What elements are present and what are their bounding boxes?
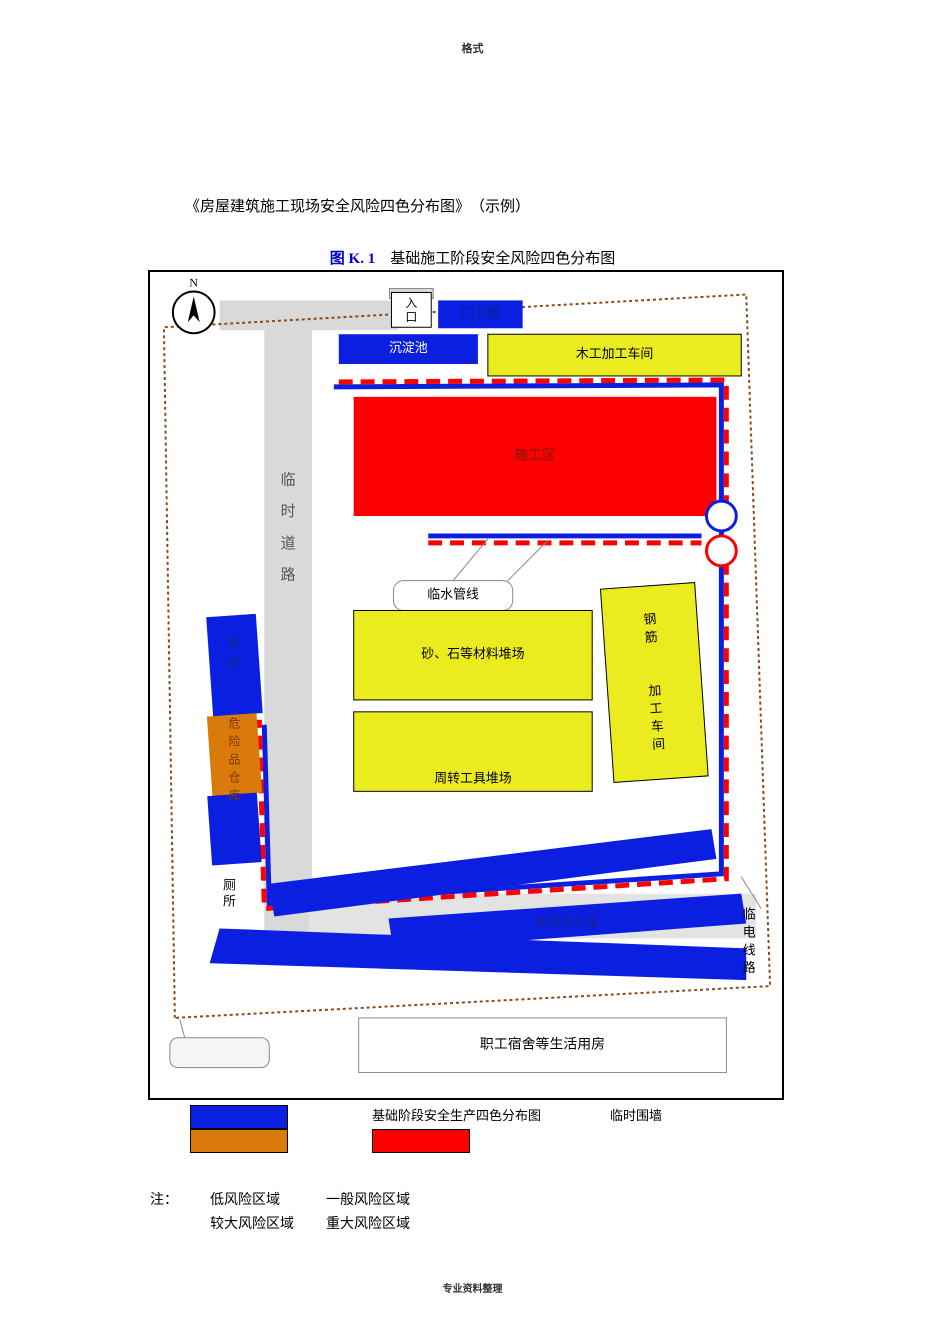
figure-title: 基础施工阶段安全风险四色分布图: [390, 251, 615, 267]
svg-text:临电线路: 临电线路: [743, 907, 756, 976]
svg-text:砂、石等材料堆场: 砂、石等材料堆场: [421, 646, 524, 661]
svg-text:周转工具堆场: 周转工具堆场: [434, 770, 512, 785]
svg-text:N: N: [189, 275, 198, 289]
svg-text:职工宿舍等生活用房: 职工宿舍等生活用房: [480, 1035, 605, 1052]
svg-text:口: 口: [405, 310, 417, 324]
svg-text:临水管线: 临水管线: [427, 587, 479, 602]
svg-text:施工区: 施工区: [514, 448, 556, 464]
general-risk-label: 一般风险区域: [326, 1190, 440, 1212]
svg-text:入: 入: [405, 296, 417, 310]
risk-legend-note: 注： 低风险区域 一般风险区域 较大风险区域 重大风险区域: [148, 1188, 442, 1238]
site-plan-diagram: N入口门卫室沉淀池木工加工车间施工区临水管线砂、石等材料堆场周转工具堆场钢筋 加…: [148, 270, 784, 1100]
svg-text:沉淀池: 沉淀池: [389, 340, 428, 355]
swatch-orange: [190, 1129, 288, 1153]
page-footer: 专业资料整理: [0, 1280, 945, 1295]
legend-swatch-group: 基础阶段安全生产四色分布图 临时围墙: [190, 1105, 750, 1165]
document-title: 《房屋建筑施工现场安全风险四色分布图》 （示例）: [185, 195, 530, 216]
svg-text:危险品仓库: 危险品仓库: [229, 716, 241, 802]
swatch-blue: [190, 1105, 288, 1129]
svg-text:现场办公室: 现场办公室: [535, 914, 600, 929]
site-plan-svg: N入口门卫室沉淀池木工加工车间施工区临水管线砂、石等材料堆场周转工具堆场钢筋 加…: [150, 272, 782, 1098]
svg-text:厕所: 厕所: [223, 878, 236, 909]
page-header: 格式: [0, 40, 945, 56]
low-risk-label: 低风险区域: [210, 1190, 324, 1212]
svg-text:门卫室: 门卫室: [461, 305, 500, 320]
swatch-red: [372, 1129, 470, 1153]
figure-ref: 图 K. 1: [330, 251, 375, 267]
note-label: 注：: [150, 1190, 208, 1212]
major-risk-label: 重大风险区域: [326, 1214, 440, 1236]
figure-caption: 图 K. 1 基础施工阶段安全风险四色分布图: [0, 247, 945, 268]
higher-risk-label: 较大风险区域: [210, 1214, 324, 1236]
svg-text:木工加工车间: 木工加工车间: [576, 346, 653, 361]
legend-map-title: 基础阶段安全生产四色分布图: [372, 1105, 541, 1124]
legend-temp-wall: 临时围墙: [610, 1105, 662, 1124]
